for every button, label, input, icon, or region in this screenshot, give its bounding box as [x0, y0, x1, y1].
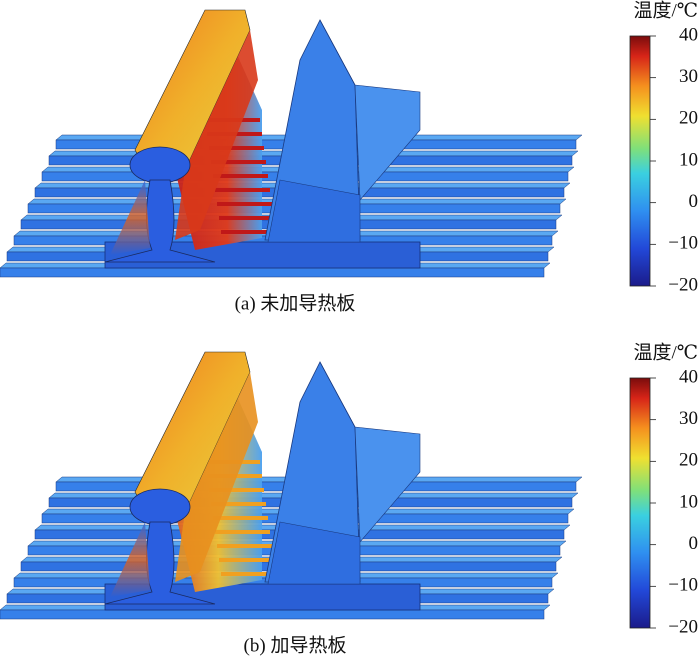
fin [217, 544, 272, 548]
caption: (b) 加导热板 [244, 634, 347, 656]
rail-web-face [110, 180, 150, 255]
colorbar-tick-label: −20 [668, 616, 698, 637]
sleeper-face [0, 267, 545, 278]
fin [213, 516, 268, 520]
fin [211, 502, 266, 506]
simulation-render [0, 351, 583, 620]
colorbar-title: 温度/℃ [633, 341, 698, 363]
rail-section-head [129, 488, 191, 526]
fin [215, 530, 270, 534]
colorbar-tick-label: 0 [689, 533, 699, 554]
fastener-front [267, 521, 361, 585]
fin [209, 488, 264, 492]
colorbar-tick-label: 10 [679, 491, 698, 512]
colorbar [629, 377, 651, 629]
colorbar-tick-label: 20 [679, 108, 698, 129]
fin [221, 230, 276, 234]
colorbar-tick-label: −20 [668, 274, 698, 295]
fastener-top [319, 19, 421, 201]
rail-side [175, 30, 258, 240]
fin [217, 202, 272, 206]
caption: (a) 未加导热板 [235, 292, 356, 314]
fin [219, 558, 274, 562]
panel: (b) 加导热板 温度/℃ 40 30 20 10 0 −10 −20 [0, 341, 698, 656]
colorbar-tick-label: 30 [679, 66, 698, 87]
fin [209, 146, 264, 150]
colorbar-tick-label: 10 [679, 149, 698, 170]
colorbar-tick-label: 40 [679, 24, 698, 45]
rail-section-head [129, 146, 191, 184]
fin [219, 216, 274, 220]
rail-side [175, 372, 258, 582]
colorbar [629, 35, 651, 287]
simulation-render [0, 9, 583, 278]
fastener-top [319, 361, 421, 543]
fin [213, 174, 268, 178]
colorbar-tick-label: 30 [679, 408, 698, 429]
fin [221, 572, 276, 576]
colorbar-title: 温度/℃ [633, 0, 698, 21]
colorbar-tick-label: 40 [679, 366, 698, 387]
sleeper-face [0, 609, 545, 620]
colorbar-tick-label: −10 [668, 233, 698, 254]
colorbar-tick-label: 20 [679, 450, 698, 471]
colorbar-tick-label: 0 [689, 191, 699, 212]
colorbar-tick-label: −10 [668, 575, 698, 596]
fastener-front [267, 179, 361, 243]
panel: (a) 未加导热板 温度/℃ 40 30 20 10 0 −10 −20 [0, 0, 698, 314]
rail-web-face [110, 522, 150, 597]
fin [211, 160, 266, 164]
fin [215, 188, 270, 192]
